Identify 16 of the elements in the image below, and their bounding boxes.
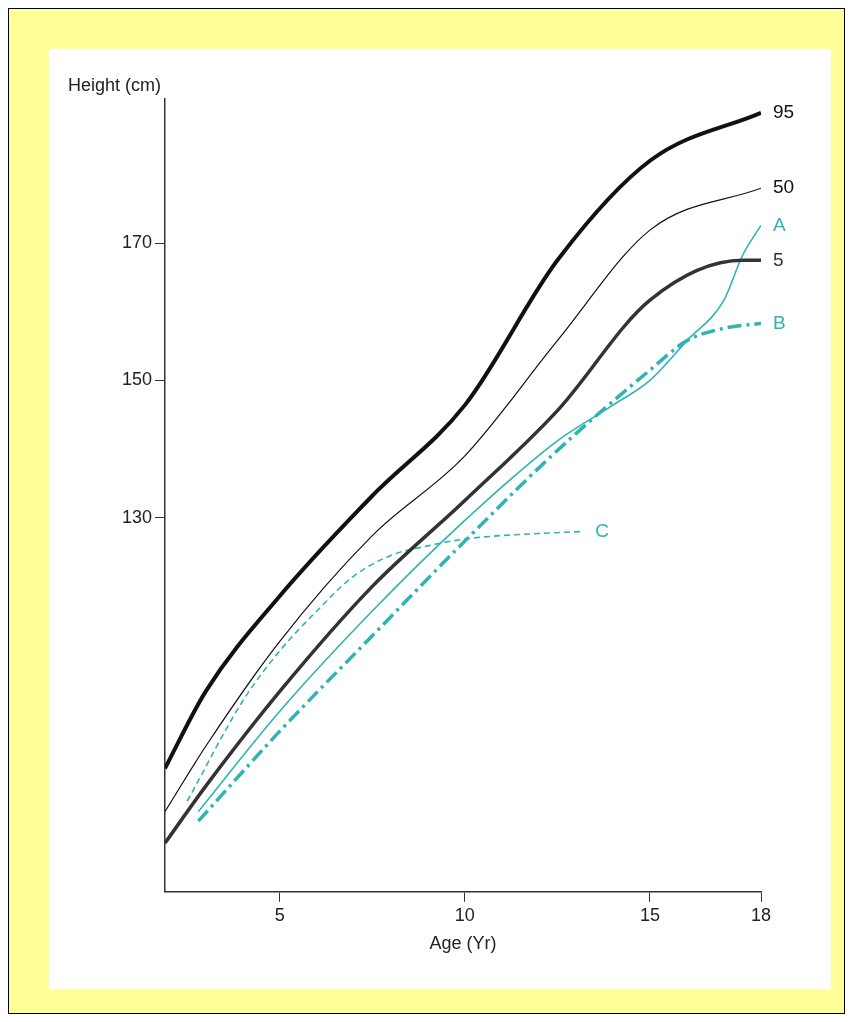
series-label: 50: [773, 176, 795, 198]
series-label: 5: [773, 248, 784, 270]
x-tick-label: 15: [639, 904, 660, 925]
line-series: [165, 110, 761, 771]
series-label: A: [773, 213, 786, 235]
x-axis-title: Age (Yr): [429, 933, 497, 954]
series-label: 95: [773, 100, 795, 122]
series-label: C: [595, 519, 610, 541]
x-tick-label: 10: [454, 904, 475, 925]
y-tick-label: 130: [121, 506, 153, 527]
y-tick-label: 170: [121, 232, 153, 253]
series-label: B: [773, 311, 786, 333]
x-tick-label: 5: [274, 904, 285, 925]
y-tick-label: 150: [121, 369, 153, 390]
y-axis-title: Height (cm): [68, 75, 162, 95]
x-tick-label: 18: [750, 904, 772, 925]
